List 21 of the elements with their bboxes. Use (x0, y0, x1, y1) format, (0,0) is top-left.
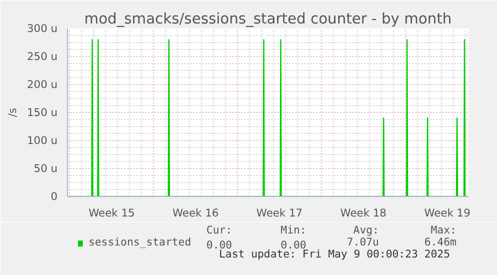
y-tick-label: 0 (50, 190, 58, 203)
y-axis-title: /s (6, 107, 20, 118)
x-tick-label: Week 18 (340, 206, 387, 220)
chart-title: mod_smacks/sessions_started counter - by month (84, 10, 452, 28)
legend-label: sessions_started (88, 236, 192, 248)
x-tick-label: Week 17 (256, 206, 303, 220)
y-tick-label: 150 u (27, 106, 58, 119)
x-tick-label: Week 19 (424, 206, 471, 220)
text: Cur: (206, 224, 232, 236)
text: 7.07u (346, 236, 379, 248)
y-tick-label: 100 u (27, 134, 58, 147)
text: Avg: (353, 224, 379, 236)
y-tick-label: 50 u (34, 162, 58, 175)
x-tick-label: Week 15 (88, 206, 135, 220)
x-tick-label: Week 16 (172, 206, 219, 220)
text: 6.46m (424, 236, 456, 248)
y-tick-label: 200 u (27, 78, 58, 91)
text: Max: (430, 224, 456, 236)
text: Min: (280, 224, 306, 236)
y-tick-label: 300 u (27, 22, 58, 35)
y-tick-label: 250 u (27, 50, 58, 63)
